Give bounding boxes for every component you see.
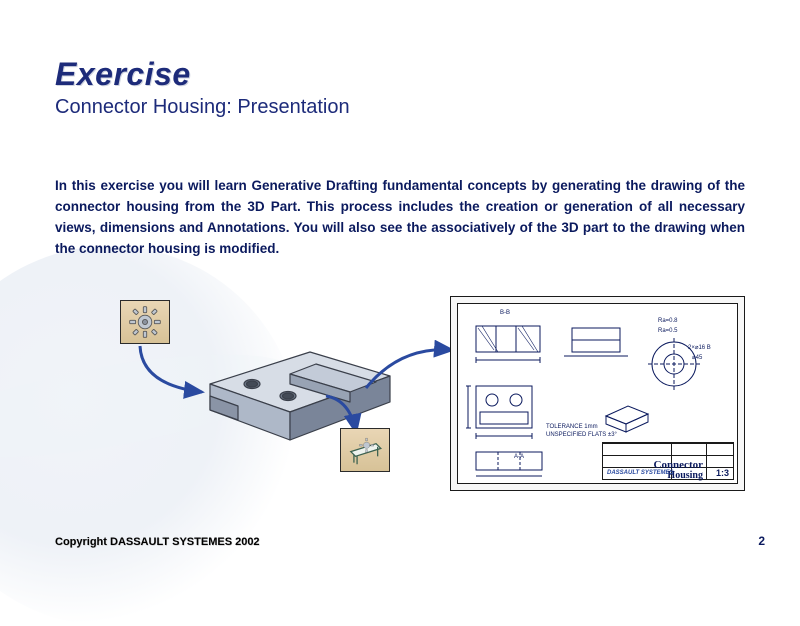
drafting-table-icon-box bbox=[340, 428, 390, 472]
title-block-scale: 1:3 bbox=[716, 468, 729, 478]
gear-icon bbox=[128, 305, 162, 339]
gear-icon-box bbox=[120, 300, 170, 344]
slide-subtitle: Connector Housing: Presentation bbox=[55, 96, 350, 119]
drawing-inner-frame: B-B Ra=0.8 Ra=0.5 2×⌀16 B ⌀45 TOLERANCE … bbox=[457, 303, 738, 484]
copyright-footer: Copyright DASSAULT SYSTEMES 2002 bbox=[55, 536, 260, 548]
body-paragraph: In this exercise you will learn Generati… bbox=[55, 176, 745, 260]
note-2d16: 2×⌀16 B bbox=[688, 344, 711, 351]
section-label-aa: A-A bbox=[514, 454, 524, 460]
drawing-side-view bbox=[564, 312, 634, 368]
generated-drawing-sheet: B-B Ra=0.8 Ra=0.5 2×⌀16 B ⌀45 TOLERANCE … bbox=[450, 296, 745, 491]
note-tol: TOLERANCE 1mm bbox=[546, 424, 598, 430]
drawing-title-block: Connector Housing DASSAULT SYSTEMES 1:3 bbox=[602, 442, 734, 480]
drawing-detail-view bbox=[644, 334, 708, 394]
drawing-top-view bbox=[466, 378, 546, 442]
page-number: 2 bbox=[758, 534, 765, 548]
figure-area: B-B Ra=0.8 Ra=0.5 2×⌀16 B ⌀45 TOLERANCE … bbox=[60, 300, 760, 500]
note-ra05: Ra=0.5 bbox=[658, 328, 678, 334]
title-block-vendor: DASSAULT SYSTEMES bbox=[607, 470, 674, 476]
drawing-front-view bbox=[466, 446, 556, 480]
drafting-table-icon bbox=[346, 433, 384, 467]
note-ra08: Ra=0.8 bbox=[658, 318, 678, 324]
section-label-bb: B-B bbox=[500, 310, 510, 316]
arrow-part-to-drawing bbox=[360, 340, 460, 400]
drawing-section-view bbox=[466, 312, 556, 368]
drawing-iso-view bbox=[600, 396, 654, 436]
slide-title: Exercise bbox=[55, 56, 191, 93]
note-flats: UNSPECIFIED FLATS ±3° bbox=[546, 432, 617, 438]
note-d45: ⌀45 bbox=[692, 354, 702, 361]
